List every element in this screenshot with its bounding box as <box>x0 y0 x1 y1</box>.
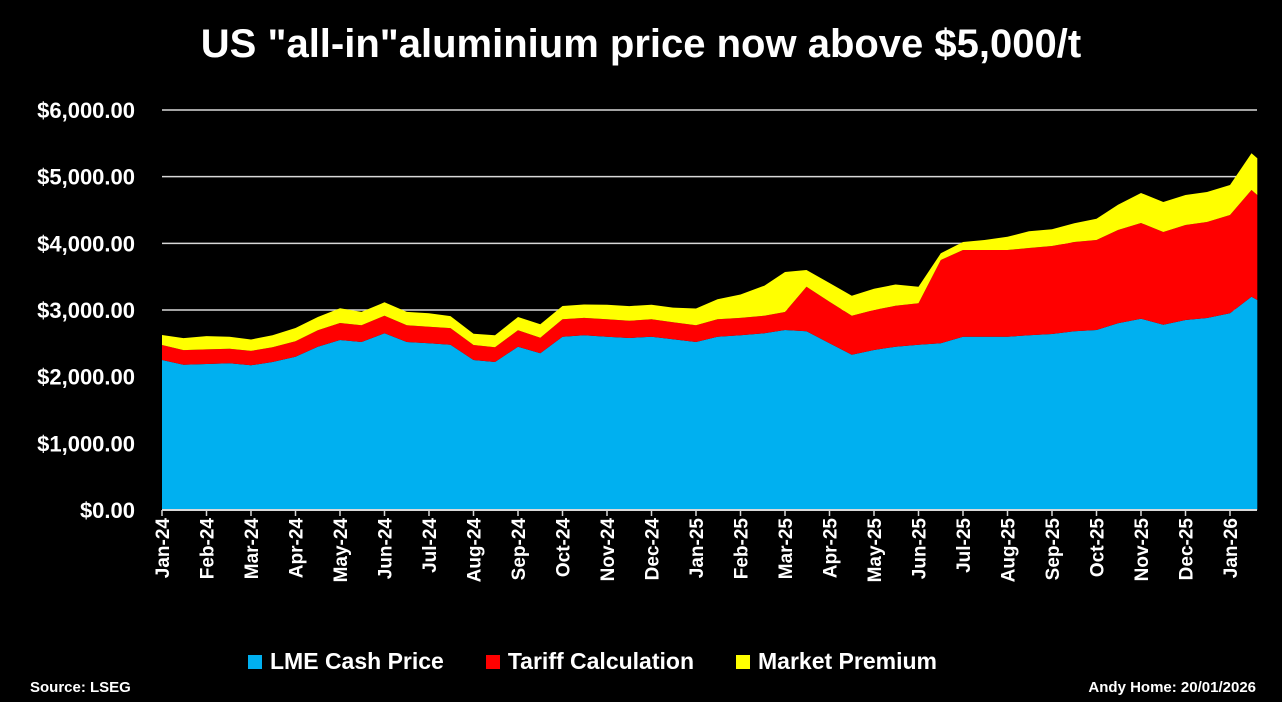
x-tick-label: Oct-25 <box>1088 518 1109 578</box>
x-tick-label: Jan-24 <box>153 518 174 579</box>
x-tick-label: Feb-24 <box>198 518 219 580</box>
legend-item-lme: LME Cash Price <box>248 648 444 675</box>
x-tick-label: Nov-25 <box>1132 518 1153 582</box>
source-note: Source: LSEG <box>30 679 131 696</box>
x-tick-label: Aug-25 <box>999 518 1020 583</box>
chart-title: US "all-in"aluminium price now above $5,… <box>200 22 1082 66</box>
legend-label-lme: LME Cash Price <box>270 648 444 674</box>
x-tick-label: Jul-24 <box>420 518 441 573</box>
legend-item-tariff: Tariff Calculation <box>485 648 694 675</box>
x-tick-label: Jan-25 <box>687 518 708 579</box>
legend-label-premium: Market Premium <box>758 648 937 674</box>
x-tick-label: Jun-25 <box>910 518 931 580</box>
author-credit: Andy Home: 20/01/2026 <box>1088 679 1256 696</box>
area-lme-cash-price <box>162 296 1258 510</box>
x-tick-label: Jan-26 <box>1221 518 1242 578</box>
y-tick-label: $5,000.00 <box>37 165 135 190</box>
y-axis-ticks: $0.00 $1,000.00 $2,000.00 $3,000.00 $4,000.0… <box>37 98 135 523</box>
x-tick-label: Mar-25 <box>776 518 797 580</box>
legend-swatch-tariff <box>485 654 500 669</box>
legend-swatch-premium <box>736 654 750 669</box>
area-tariff-calculation <box>162 190 1258 366</box>
y-tick-label: $6,000.00 <box>37 98 135 123</box>
y-tick-label: $1,000.00 <box>37 431 135 456</box>
x-tick-label: May-25 <box>865 518 886 583</box>
x-tick-label: Sep-25 <box>1043 518 1064 581</box>
x-axis-ticks: Jan-24 Feb-24 Mar-24 Apr-24 May-24 Jun-24 Jul-… <box>153 510 1242 582</box>
x-tick-label: Mar-24 <box>242 518 263 580</box>
y-tick-label: $2,000.00 <box>37 365 135 390</box>
x-tick-label: Oct-24 <box>554 518 575 578</box>
series-areas <box>162 153 1258 510</box>
x-tick-label: Jun-24 <box>376 518 397 580</box>
area-market-premium <box>162 153 1258 351</box>
legend-swatch-lme <box>248 654 262 669</box>
x-tick-label: Feb-25 <box>732 518 753 580</box>
legend-label-tariff: Tariff Calculation <box>507 648 694 674</box>
x-tick-label: Jul-25 <box>954 518 975 573</box>
y-tick-label: $3,000.00 <box>37 298 135 323</box>
x-tick-label: Sep-24 <box>509 518 530 581</box>
x-tick-label: Dec-24 <box>643 518 664 581</box>
x-tick-label: Apr-25 <box>821 518 842 579</box>
legend: LME Cash Price Tariff Calculation Market… <box>248 648 937 675</box>
x-tick-label: Aug-24 <box>465 518 486 583</box>
x-tick-label: Nov-24 <box>598 518 619 582</box>
x-tick-label: Dec-25 <box>1177 518 1198 581</box>
x-tick-label: May-24 <box>331 518 352 583</box>
legend-item-premium: Market Premium <box>736 648 937 675</box>
x-tick-label: Apr-24 <box>287 518 308 579</box>
y-tick-label: $4,000.00 <box>37 231 135 256</box>
y-tick-label: $0.00 <box>80 498 135 523</box>
